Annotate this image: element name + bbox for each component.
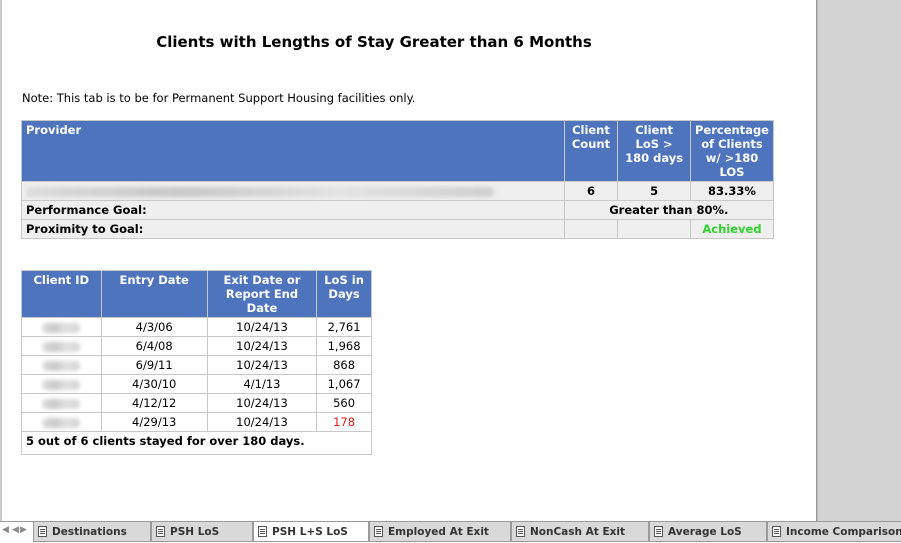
redacted-text [42,398,81,409]
percentage-value: 83.33% [689,181,775,201]
exit-date-cell: 4/1/13 [206,374,318,394]
performance-goal-label: Performance Goal: [21,200,565,220]
exit-date-cell: 10/24/13 [206,317,318,337]
provider-name-redacted [21,181,565,201]
prev-sheet-arrow-icon[interactable]: ◀ [12,525,19,535]
tab-label: NonCash At Exit [530,526,626,538]
header-client-los: Client LoS > 180 days [617,120,691,182]
client-id-redacted [21,336,102,356]
sheet-icon [38,526,47,537]
header-los-days: LoS in Days [316,270,372,318]
client-los-value: 5 [617,181,691,201]
sheet-icon [156,526,165,537]
report-page: Clients with Lengths of Stay Greater tha… [0,0,817,521]
redacted-text [26,186,494,197]
table-row: 4/12/12 10/24/13 560 [21,393,372,413]
entry-date-cell: 6/4/08 [100,336,208,356]
los-cell: 560 [316,393,372,413]
header-exit-date: Exit Date or Report End Date [206,270,318,318]
tab-label: Income Comparison [786,526,901,538]
sheet-icon [374,526,383,537]
proximity-status: Achieved [689,219,775,239]
tab-average-los[interactable]: Average LoS [649,522,767,542]
workspace-background [817,0,901,521]
entry-date-cell: 4/29/13 [100,412,208,432]
client-id-redacted [21,393,102,413]
client-id-redacted [21,317,102,337]
client-id-redacted [21,355,102,375]
exit-date-cell: 10/24/13 [206,336,318,356]
sheet-tab-bar: ◀ ◀ ▶ Destinations PSH LoS PSH L+S LoS E… [0,521,901,543]
tab-destinations[interactable]: Destinations [33,522,151,542]
tab-employed-at-exit[interactable]: Employed At Exit [369,522,511,542]
proximity-label: Proximity to Goal: [21,219,565,239]
client-header-row: Client ID Entry Date Exit Date or Report… [21,270,372,318]
header-client-id: Client ID [21,270,102,318]
tab-psh-l-s-los[interactable]: PSH L+S LoS [253,522,369,542]
summary-header-row: Provider Client Count Client LoS > 180 d… [21,120,775,182]
los-cell: 868 [316,355,372,375]
tab-noncash-at-exit[interactable]: NonCash At Exit [511,522,649,542]
redacted-text [42,341,81,352]
tab-label: PSH L+S LoS [272,526,348,538]
exit-date-cell: 10/24/13 [206,412,318,432]
client-table: Client ID Entry Date Exit Date or Report… [21,270,372,455]
first-sheet-arrow-icon[interactable]: ◀ [2,525,9,535]
report-note: Note: This tab is to be for Permanent Su… [22,91,416,105]
header-provider: Provider [21,120,565,182]
redacted-text [42,417,81,428]
client-id-redacted [21,374,102,394]
tab-label: Employed At Exit [388,526,489,538]
entry-date-cell: 4/3/06 [100,317,208,337]
exit-date-cell: 10/24/13 [206,355,318,375]
header-percentage: Percentage of Clients w/ >180 LOS [689,120,775,182]
sheet-icon [258,526,267,537]
redacted-text [42,379,81,390]
table-row: 6/9/11 10/24/13 868 [21,355,372,375]
los-cell-below-threshold: 178 [316,412,372,432]
page-edge [0,0,2,521]
tab-label: Average LoS [668,526,742,538]
performance-goal-value: Greater than 80%. [563,200,775,220]
table-row: 4/3/06 10/24/13 2,761 [21,317,372,337]
sheet-icon [516,526,525,537]
los-cell: 1,067 [316,374,372,394]
los-cell: 1,968 [316,336,372,356]
entry-date-cell: 6/9/11 [100,355,208,375]
table-row: 4/30/10 4/1/13 1,067 [21,374,372,394]
sheet-icon [654,526,663,537]
client-count-value: 6 [563,181,619,201]
summary-table: Provider Client Count Client LoS > 180 d… [21,120,775,239]
header-entry-date: Entry Date [100,270,208,318]
proximity-empty-2 [617,219,691,239]
tab-income-comparison[interactable]: Income Comparison [767,522,901,542]
header-client-count: Client Count [563,120,619,182]
client-summary-text: 5 out of 6 clients stayed for over 180 d… [21,431,372,455]
summary-data-row: 6 5 83.33% [21,181,775,201]
redacted-text [42,322,81,333]
next-sheet-arrow-icon[interactable]: ▶ [20,525,27,535]
tab-label: PSH LoS [170,526,220,538]
entry-date-cell: 4/12/12 [100,393,208,413]
entry-date-cell: 4/30/10 [100,374,208,394]
proximity-row: Proximity to Goal: Achieved [21,219,775,239]
report-title: Clients with Lengths of Stay Greater tha… [156,33,592,51]
client-id-redacted [21,412,102,432]
proximity-empty-1 [563,219,619,239]
los-cell: 2,761 [316,317,372,337]
redacted-text [42,360,81,371]
table-row: 4/29/13 10/24/13 178 [21,412,372,432]
table-row: 6/4/08 10/24/13 1,968 [21,336,372,356]
tab-label: Destinations [52,526,127,538]
client-footer-row: 5 out of 6 clients stayed for over 180 d… [21,431,372,455]
performance-goal-row: Performance Goal: Greater than 80%. [21,200,775,220]
tab-psh-los[interactable]: PSH LoS [151,522,253,542]
exit-date-cell: 10/24/13 [206,393,318,413]
sheet-icon [772,526,781,537]
